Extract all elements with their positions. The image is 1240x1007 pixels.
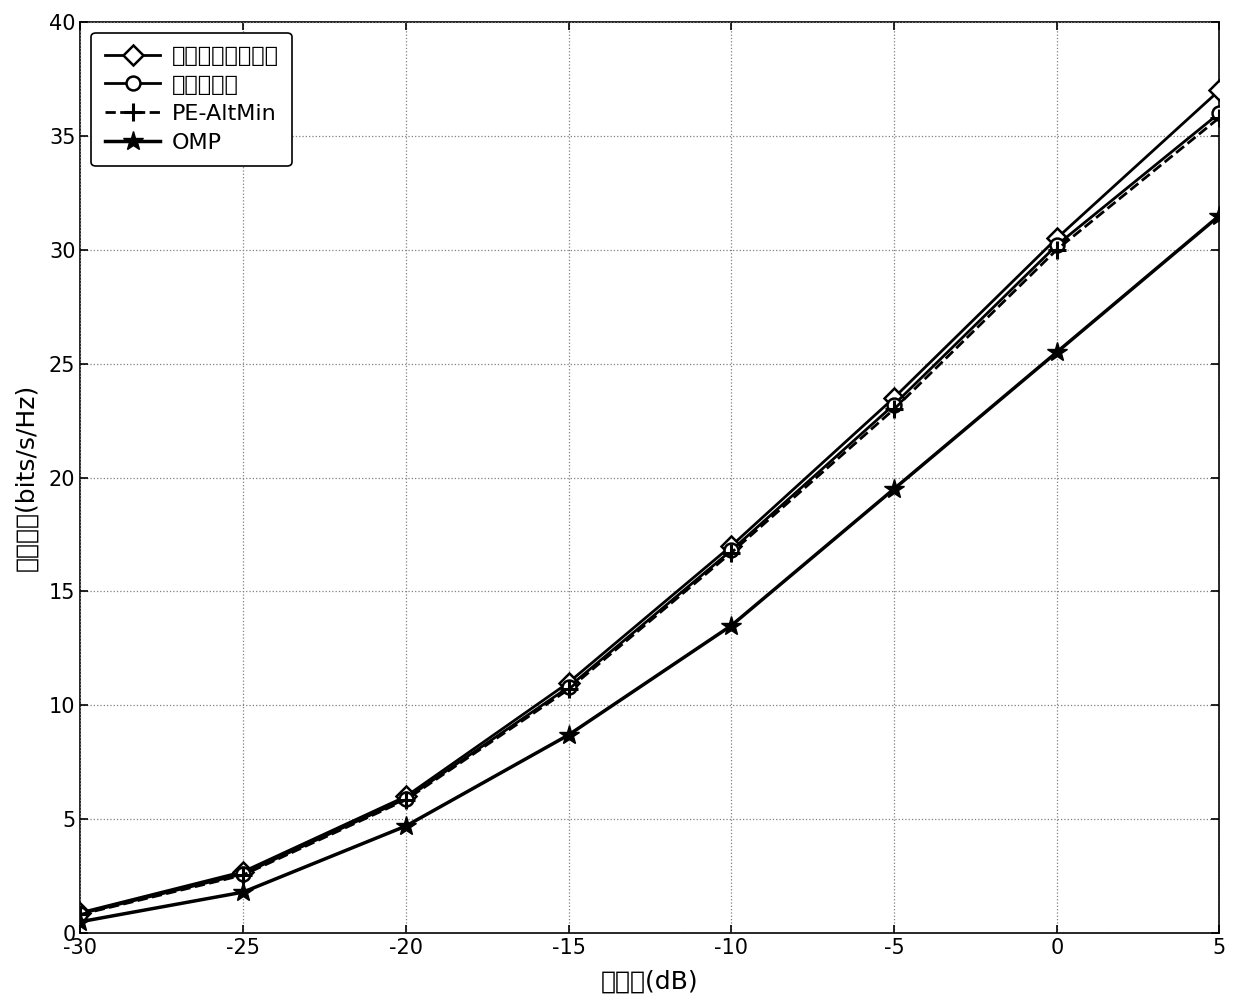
无约束数字预编码 <box>562 677 577 689</box>
PE-AltMin <box>73 908 88 920</box>
PE-AltMin <box>562 684 577 696</box>
PE-AltMin <box>236 869 250 881</box>
OMP <box>236 886 250 898</box>
OMP <box>562 729 577 741</box>
PE-AltMin <box>724 547 739 559</box>
本发明方法 <box>73 907 88 919</box>
无约束数字预编码 <box>1211 85 1226 97</box>
PE-AltMin <box>887 403 901 415</box>
本发明方法 <box>236 868 250 880</box>
OMP <box>398 820 413 832</box>
本发明方法 <box>398 793 413 805</box>
无约束数字预编码 <box>398 790 413 803</box>
OMP <box>724 619 739 631</box>
OMP <box>1049 346 1064 358</box>
OMP <box>887 483 901 495</box>
本发明方法 <box>724 545 739 557</box>
OMP <box>73 915 88 927</box>
Line: PE-AltMin: PE-AltMin <box>72 109 1229 923</box>
OMP <box>1211 209 1226 222</box>
无约束数字预编码 <box>236 866 250 878</box>
Legend: 无约束数字预编码, 本发明方法, PE-AltMin, OMP: 无约束数字预编码, 本发明方法, PE-AltMin, OMP <box>92 33 291 166</box>
Line: OMP: OMP <box>69 205 1230 932</box>
本发明方法 <box>562 681 577 693</box>
无约束数字预编码 <box>724 540 739 552</box>
Y-axis label: 频谱效率(bits/s/Hz): 频谱效率(bits/s/Hz) <box>14 384 38 571</box>
本发明方法 <box>1049 239 1064 251</box>
PE-AltMin <box>1049 244 1064 256</box>
PE-AltMin <box>1211 112 1226 124</box>
无约束数字预编码 <box>73 906 88 918</box>
X-axis label: 信噪比(dB): 信噪比(dB) <box>601 969 698 993</box>
Line: 本发明方法: 本发明方法 <box>73 106 1226 920</box>
本发明方法 <box>887 399 901 411</box>
无约束数字预编码 <box>1049 233 1064 245</box>
本发明方法 <box>1211 107 1226 119</box>
无约束数字预编码 <box>887 392 901 404</box>
Line: 无约束数字预编码: 无约束数字预编码 <box>73 84 1226 919</box>
PE-AltMin <box>398 794 413 806</box>
